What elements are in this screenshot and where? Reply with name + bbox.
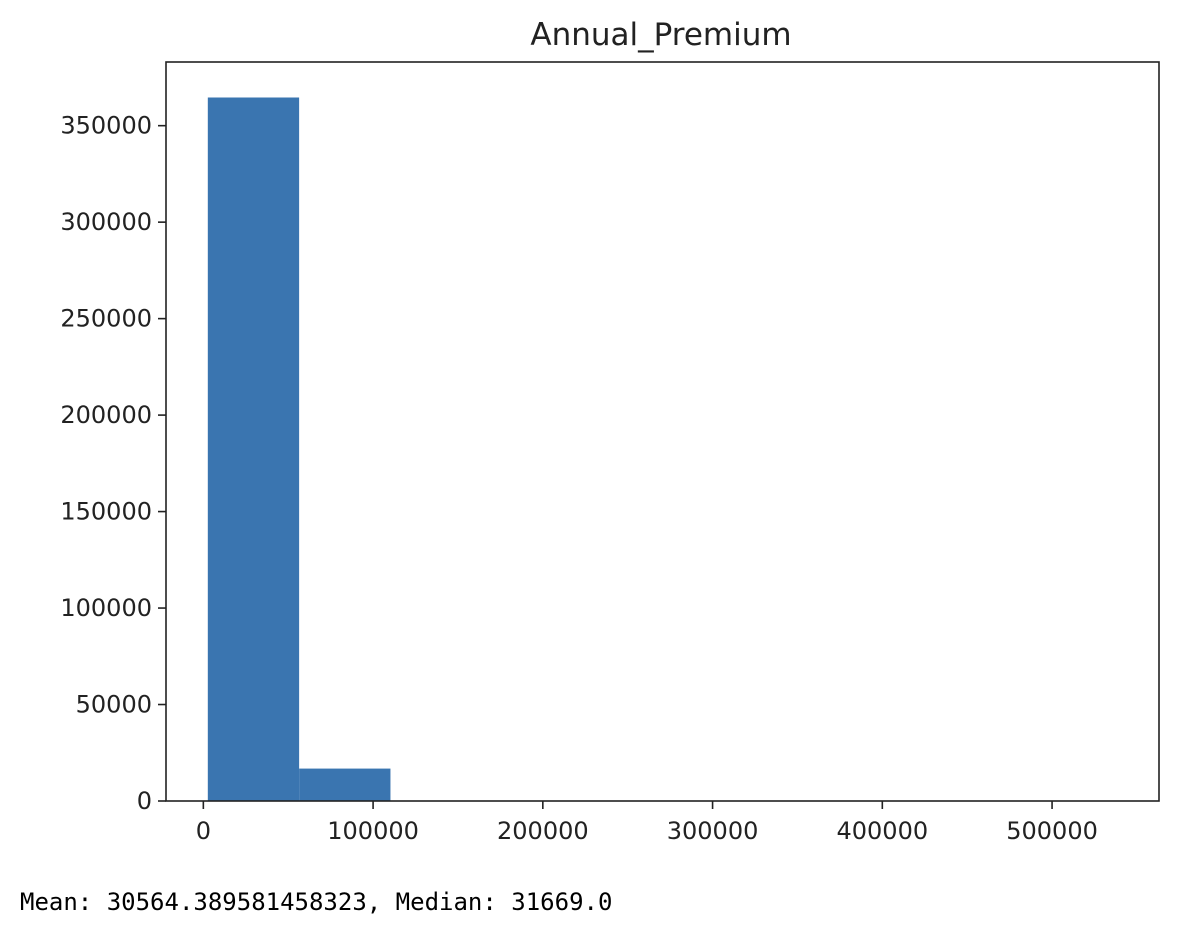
y-tick-label-3: 150000: [60, 498, 152, 526]
x-tick-label-0: 0: [196, 817, 211, 845]
x-axis: 0 100000 200000 300000 400000 500000: [196, 801, 1098, 845]
plot-area-frame: [165, 61, 1160, 802]
y-axis: 0 50000 100000 150000 200000 250000 300000 3500…: [60, 112, 166, 815]
y-tick-label-5: 250000: [60, 305, 152, 333]
x-tick-label-1: 100000: [327, 817, 419, 845]
y-tick-label-7: 350000: [60, 112, 152, 140]
histogram-bar-1: [299, 768, 391, 801]
y-tick-label-1: 50000: [76, 691, 152, 719]
y-tick-label-4: 200000: [60, 401, 152, 429]
x-tick-label-4: 400000: [837, 817, 929, 845]
x-tick-label-2: 200000: [497, 817, 589, 845]
histogram-bar-0: [207, 97, 300, 801]
y-tick-label-6: 300000: [60, 208, 152, 236]
y-tick-label-2: 100000: [60, 594, 152, 622]
bars-layer: [207, 97, 1122, 801]
chart-title: Annual_Premium: [530, 17, 791, 53]
histogram-chart: Annual_Premium 0 100000 200000 300000 400000…: [60, 17, 1160, 845]
x-tick-label-3: 300000: [667, 817, 759, 845]
stats-output-text: Mean: 30564.389581458323, Median: 31669.…: [20, 888, 613, 916]
x-tick-label-5: 500000: [1006, 817, 1098, 845]
y-tick-label-0: 0: [137, 787, 152, 815]
